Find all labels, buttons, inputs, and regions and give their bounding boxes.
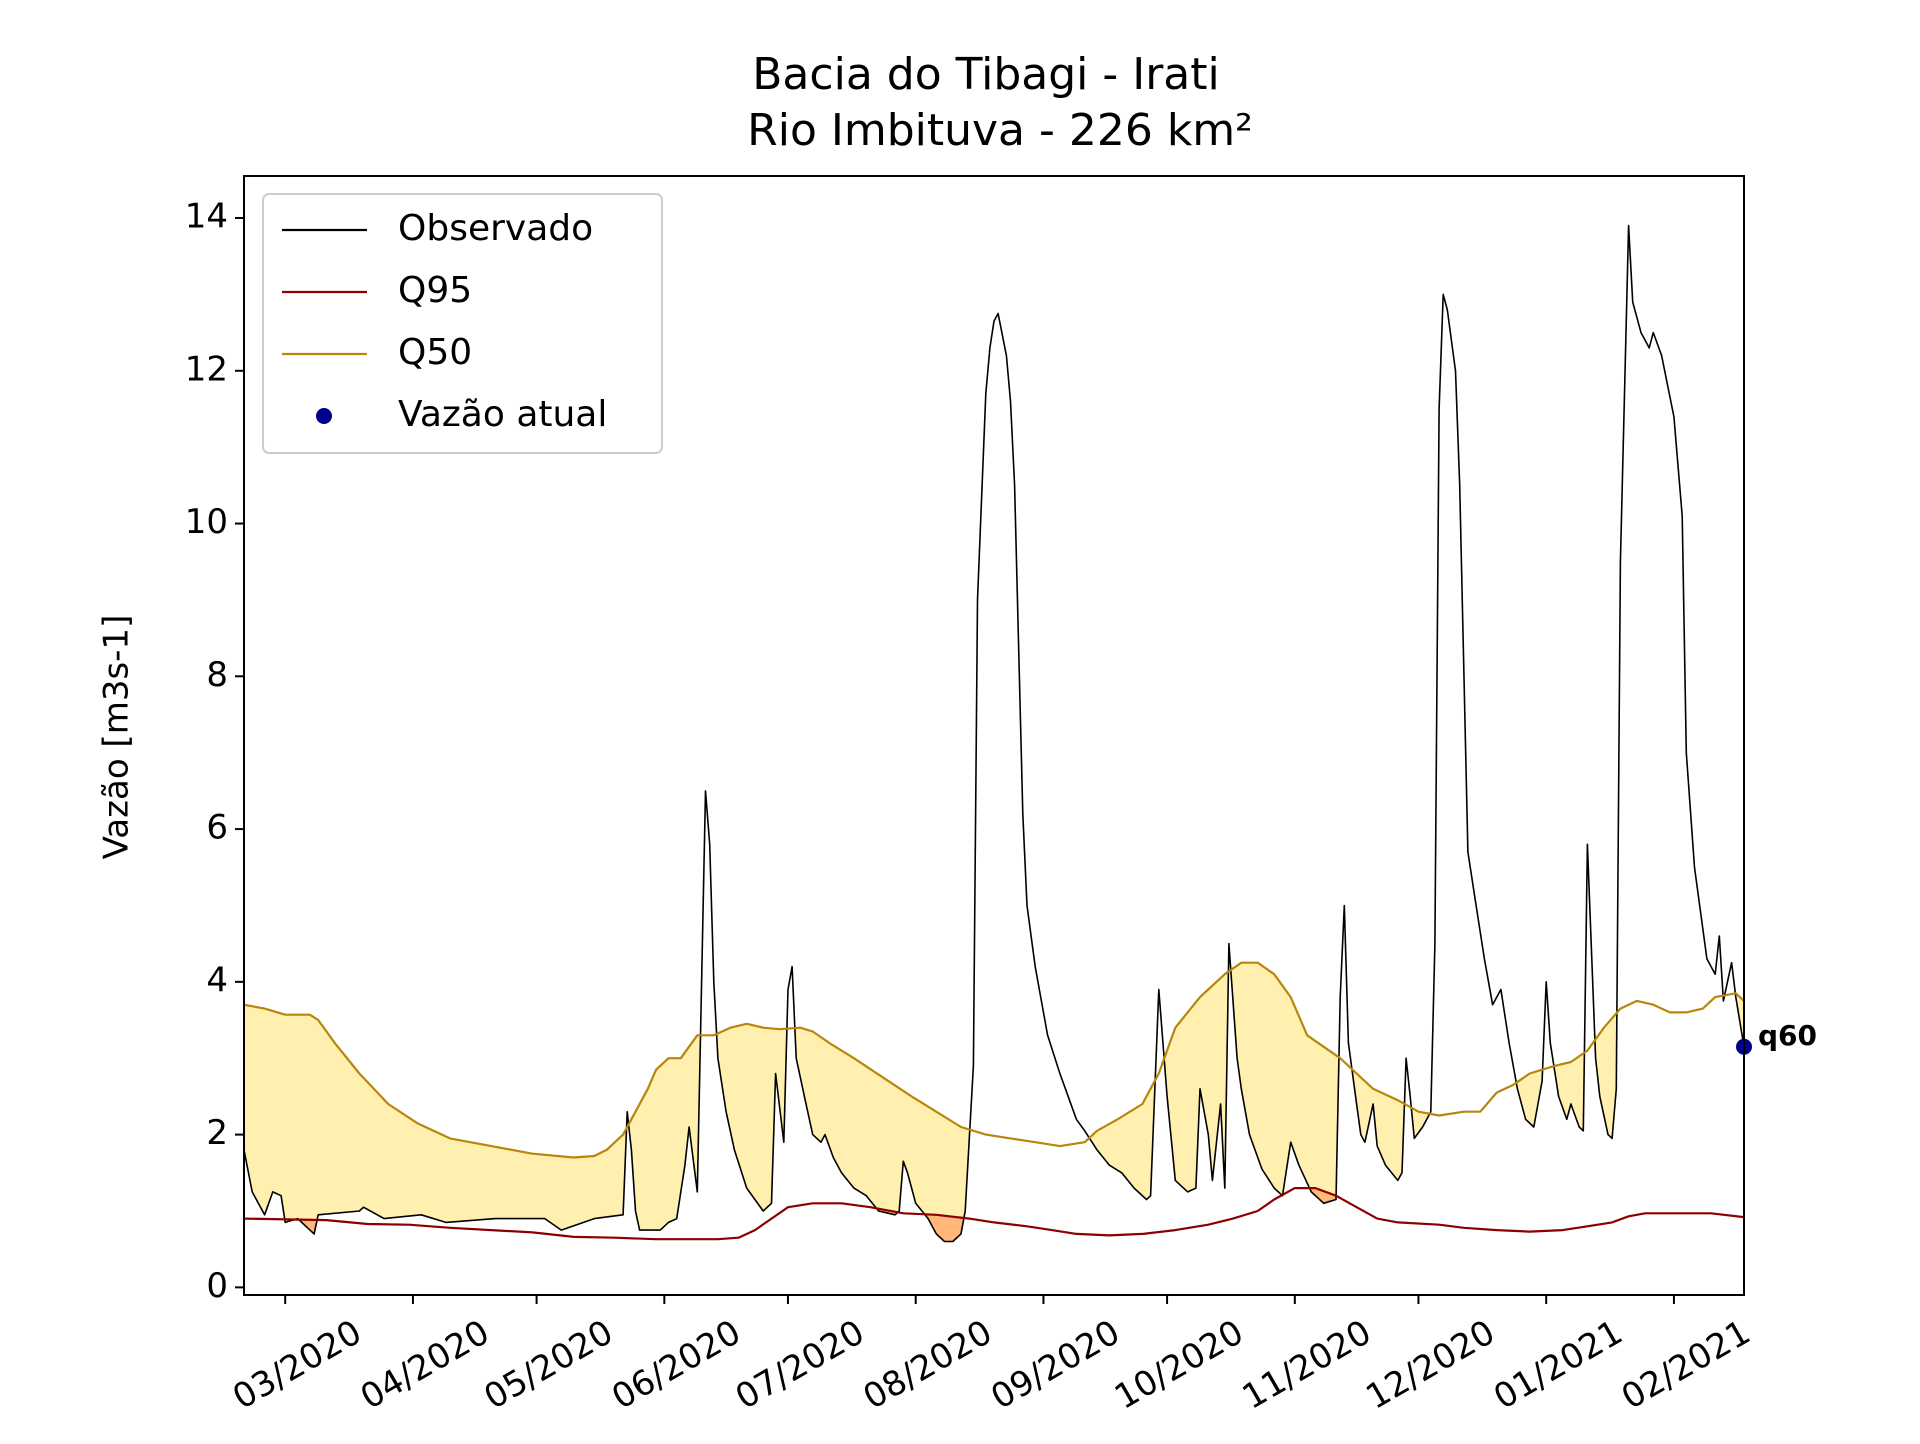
x-tick-label: 05/2020 — [478, 1312, 620, 1417]
plot-frame — [243, 175, 1745, 1296]
x-tick-label: 12/2020 — [1359, 1312, 1501, 1417]
x-tick-label: 08/2020 — [857, 1312, 999, 1417]
chart-subtitle: Rio Imbituva - 226 km² — [747, 105, 1253, 156]
x-tick-label: 03/2020 — [226, 1312, 368, 1417]
x-tick-label: 01/2021 — [1487, 1312, 1629, 1417]
y-tick-label: 10 — [185, 502, 228, 542]
legend: Observado Q95 Q50 Vazão atual — [262, 193, 663, 454]
x-tick-label: 04/2020 — [354, 1312, 496, 1417]
x-tick-label: 07/2020 — [729, 1312, 871, 1417]
legend-label: Q95 — [398, 270, 472, 311]
x-tick-label: 02/2021 — [1615, 1312, 1757, 1417]
x-tick-label: 11/2020 — [1236, 1312, 1378, 1417]
y-tick-label: 12 — [185, 349, 228, 389]
series-line — [244, 224, 1744, 1243]
series-line — [244, 961, 1744, 1159]
y-tick-label: 2 — [206, 1113, 228, 1153]
y-axis-label: Vazão [m3s-1] — [97, 615, 137, 860]
legend-label: Observado — [398, 208, 593, 249]
y-tick-label: 6 — [206, 808, 228, 848]
y-tick-label: 4 — [206, 960, 228, 1000]
fill-below-q50 — [244, 962, 1744, 1242]
y-tick-label: 0 — [206, 1266, 228, 1306]
legend-label: Vazão atual — [398, 394, 607, 435]
legend-label: Q50 — [398, 332, 472, 373]
x-tick-label: 06/2020 — [605, 1312, 747, 1417]
y-tick-label: 8 — [206, 655, 228, 695]
x-tick-label: 10/2020 — [1108, 1312, 1250, 1417]
legend-box — [262, 193, 663, 454]
y-tick-label: 14 — [185, 197, 228, 237]
current-label: q60 — [1758, 1019, 1817, 1052]
legend-swatch — [316, 408, 332, 424]
x-tick-label: 09/2020 — [984, 1312, 1126, 1417]
chart-title: Bacia do Tibagi - Irati — [752, 49, 1220, 100]
series-line — [244, 1187, 1744, 1241]
